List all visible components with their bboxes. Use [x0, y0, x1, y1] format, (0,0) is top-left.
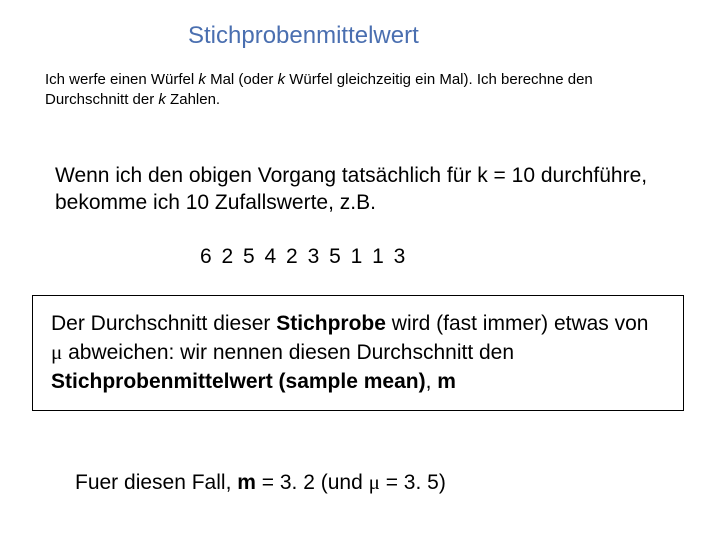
intro-text-2: Mal (oder: [206, 71, 278, 88]
footer-mu: μ: [369, 470, 380, 494]
footer-text-2: = 3. 2 (und: [256, 471, 369, 494]
box-text-3: abweichen: wir nennen diesen Durchschnit…: [62, 341, 514, 364]
body-paragraph-1: Wenn ich den obigen Vorgang tatsächlich …: [55, 162, 655, 217]
definition-box: Der Durchschnitt dieser Stichprobe wird …: [32, 295, 684, 411]
footer-paragraph: Fuer diesen Fall, m = 3. 2 (und μ = 3. 5…: [75, 470, 446, 495]
intro-k-2: k: [278, 71, 286, 88]
box-mu-1: μ: [51, 340, 62, 364]
intro-text-4: Zahlen.: [166, 91, 220, 108]
box-bold-term: Stichprobenmittelwert (sample mean): [51, 370, 426, 393]
footer-text-1: Fuer diesen Fall,: [75, 471, 237, 494]
intro-text-1: Ich werfe einen Würfel: [45, 71, 198, 88]
intro-k-3: k: [158, 91, 166, 108]
intro-paragraph: Ich werfe einen Würfel k Mal (oder k Wür…: [45, 70, 665, 111]
intro-k-1: k: [198, 71, 206, 88]
page-title: Stichprobenmittelwert: [188, 22, 419, 50]
footer-text-3: = 3. 5): [380, 471, 446, 494]
number-sequence: 6 2 5 4 2 3 5 1 1 3: [200, 245, 407, 269]
box-bold-stichprobe: Stichprobe: [276, 312, 386, 335]
footer-bold-m: m: [237, 471, 256, 494]
box-text-2: wird (fast immer) etwas von: [386, 312, 649, 335]
box-text-1: Der Durchschnitt dieser: [51, 312, 276, 335]
box-bold-m: m: [437, 370, 456, 393]
box-text-4: ,: [426, 370, 438, 393]
